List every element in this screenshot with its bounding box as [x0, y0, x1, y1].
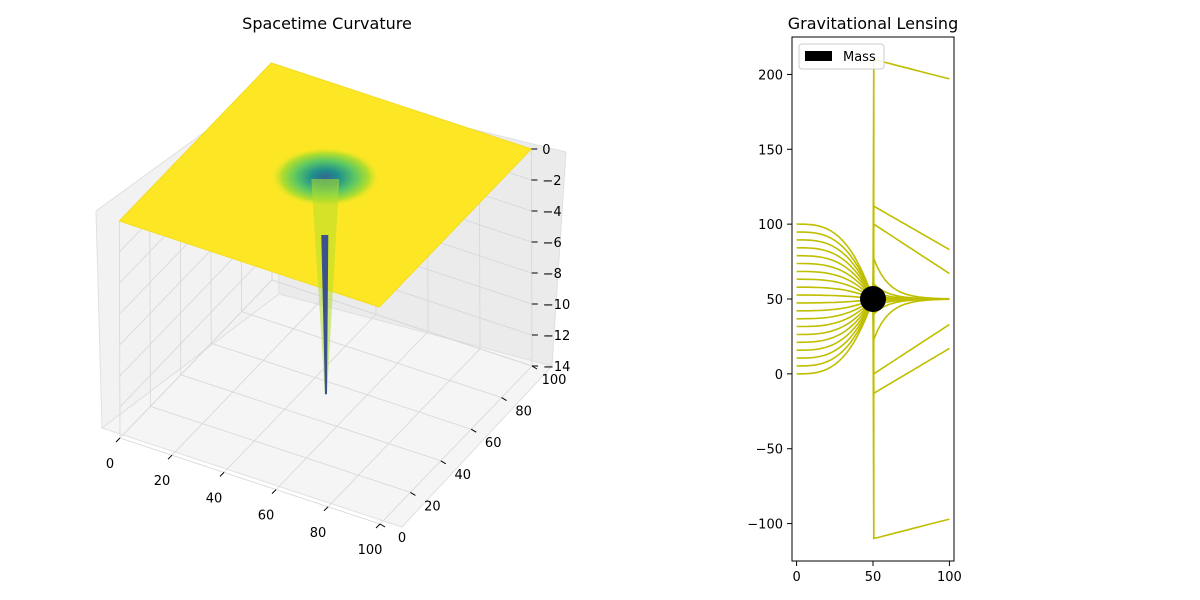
- y-tick-label: 60: [485, 436, 502, 451]
- x-tick-label: 20: [154, 474, 171, 489]
- z-tick-label: −12: [543, 329, 570, 344]
- x-tick-label: 40: [206, 491, 223, 506]
- pane-floor: [100, 293, 553, 528]
- x-tick-label: 60: [258, 509, 275, 524]
- y-tick-label: 150: [758, 143, 783, 158]
- z-tick-label: −6: [543, 236, 562, 251]
- gravitational-lensing-plot: Gravitational Lensing 0 50 100 −100 −50 0 50 10…: [747, 14, 962, 585]
- side-gridline-y: [118, 220, 121, 439]
- y-tick-label: 40: [455, 468, 472, 483]
- y-tick-label: 100: [542, 373, 567, 388]
- x-tick-mark: [271, 489, 277, 494]
- y-tick-label: 0: [775, 368, 783, 383]
- x-tick-mark: [115, 437, 121, 443]
- floor-gridline-x: [379, 365, 533, 525]
- mass-marker: [860, 286, 886, 312]
- floor-gridline-y: [180, 374, 441, 462]
- spacetime-curvature-plot: Spacetime Curvature 0 20 40 60 80 100 0 20 40 60 8…: [95, 14, 571, 558]
- legend: Mass: [798, 43, 885, 70]
- y-tick-label: 50: [766, 293, 783, 308]
- legend-box: [798, 43, 885, 70]
- right-title: Gravitational Lensing: [788, 14, 958, 33]
- floor-gridline-x: [275, 331, 429, 490]
- ticks-2d: 0 50 100 −100 −50 0 50 100 150 200: [747, 68, 962, 585]
- y-tick-label: −100: [747, 518, 783, 533]
- floor-gridline-y: [211, 342, 472, 430]
- x-tick-mark: [167, 454, 173, 460]
- y-tick-mark: [379, 523, 386, 528]
- y-tick-label: −50: [756, 443, 783, 458]
- legend-mass-label: Mass: [843, 50, 876, 65]
- y-tick-label: 200: [758, 68, 783, 83]
- z-tick-label: −10: [543, 298, 570, 313]
- floor-gridline-y: [119, 437, 381, 525]
- y-tick-label: 20: [424, 499, 441, 514]
- y-tick-mark: [440, 460, 447, 465]
- back-gridline-x: [530, 148, 533, 367]
- wall-gridline-z: [119, 279, 533, 439]
- surface-well-spike: [321, 235, 329, 395]
- floor-gridline-x: [327, 348, 481, 508]
- z-tick-label: −8: [543, 267, 562, 282]
- x-tick-mark: [323, 506, 329, 512]
- y-tick-mark: [410, 491, 416, 496]
- x-tick-label: 0: [792, 570, 800, 585]
- y-tick-label: 0: [398, 531, 406, 546]
- y-tick-mark: [470, 428, 477, 433]
- z-tick-label: 0: [542, 143, 550, 158]
- x-tick-label: 50: [865, 570, 882, 585]
- legend-mass-swatch: [805, 51, 832, 61]
- y-tick-label: 100: [758, 218, 783, 233]
- x-tick-mark: [219, 472, 225, 477]
- left-title: Spacetime Curvature: [242, 14, 412, 33]
- surface-well-rim: [270, 147, 381, 207]
- floor-gridline-x: [171, 296, 325, 456]
- y-tick-label: 80: [515, 405, 532, 420]
- floor-gridline-x: [223, 314, 377, 473]
- z-tick-label: −14: [543, 360, 570, 375]
- x-tick-label: 100: [937, 570, 962, 585]
- z-tick-label: −2: [542, 174, 561, 189]
- x-tick-label: 100: [358, 543, 383, 558]
- y-tick-mark: [501, 397, 507, 402]
- x-tick-label: 80: [310, 526, 327, 541]
- surface: [118, 62, 533, 395]
- z-tick-label: −4: [543, 205, 562, 220]
- ticks-3d: 0 20 40 60 80 100 0 20 40 60 80 100 0 −2 −4 −6 −8 −10 −12 −…: [106, 143, 571, 558]
- floor-gridline-y: [241, 311, 502, 398]
- x-tick-label: 0: [106, 457, 114, 472]
- floor-gridline-y: [150, 406, 411, 493]
- x-tick-mark: [375, 523, 381, 529]
